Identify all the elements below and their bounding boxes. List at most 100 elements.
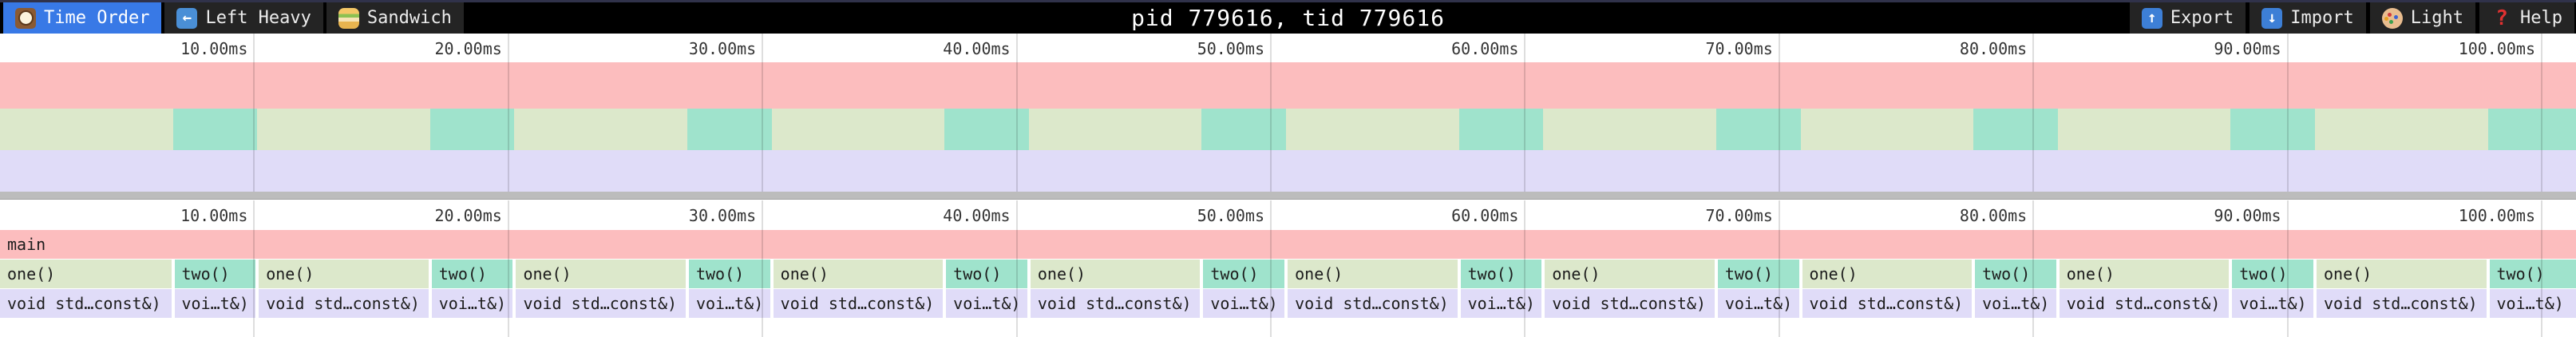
- help-button[interactable]: Help: [2479, 2, 2574, 34]
- minimap-frame-two[interactable]: [1973, 109, 2058, 150]
- ruler-tick-label: 50.00ms: [1197, 39, 1264, 58]
- frame-two[interactable]: two(): [1717, 260, 1799, 288]
- minimap-frame-two[interactable]: [944, 109, 1029, 150]
- tab-label: Left Heavy: [205, 8, 311, 28]
- sandwich-icon: [338, 7, 359, 29]
- frame-one-detail[interactable]: void std…const&): [1545, 289, 1715, 318]
- frame-one-detail[interactable]: void std…const&): [1030, 289, 1201, 318]
- frame-two-detail[interactable]: voi…t&): [431, 289, 513, 318]
- minimap-time-ruler: 10.00ms 20.00ms 30.00ms 40.00ms 50.00ms 60.00…: [0, 34, 2576, 62]
- minimap-row-details[interactable]: [0, 150, 2576, 192]
- ruler-tick-label: 70.00ms: [1705, 206, 1773, 225]
- ruler-tick-label: 50.00ms: [1197, 206, 1264, 225]
- flamegraph-panel[interactable]: 10.00ms 20.00ms 30.00ms 40.00ms 50.00ms 60.00…: [0, 200, 2576, 337]
- light-button[interactable]: Light: [2369, 2, 2476, 34]
- button-label: Light: [2410, 8, 2464, 28]
- frame-two[interactable]: two(): [1460, 260, 1542, 288]
- frame-one[interactable]: one(): [516, 260, 686, 288]
- frame-two[interactable]: two(): [431, 260, 513, 288]
- frame-two[interactable]: two(): [688, 260, 770, 288]
- frame-one[interactable]: one(): [1802, 260, 1973, 288]
- frame-two-detail[interactable]: voi…t&): [946, 289, 1027, 318]
- frame-one-detail[interactable]: void std…const&): [0, 289, 172, 318]
- frame-two[interactable]: two(): [1975, 260, 2056, 288]
- frame-two-detail[interactable]: voi…t&): [1203, 289, 1285, 318]
- frame-one[interactable]: one(): [1545, 260, 1715, 288]
- question-icon: [2491, 8, 2512, 29]
- frame-one[interactable]: one(): [773, 260, 944, 288]
- frame-one-detail[interactable]: void std…const&): [1288, 289, 1458, 318]
- minimap-frame-two[interactable]: [2487, 109, 2576, 150]
- minimap-frame-two[interactable]: [2230, 109, 2315, 150]
- frame-two[interactable]: two(): [1203, 260, 1285, 288]
- flamegraph-depth1-row: one() two() one() two() one() two() one() two()…: [0, 260, 2576, 288]
- frame-one-detail[interactable]: void std…const&): [773, 289, 944, 318]
- ruler-tick-label: 100.00ms: [2458, 206, 2536, 225]
- export-button[interactable]: Export: [2129, 2, 2246, 34]
- frame-two-detail[interactable]: voi…t&): [1975, 289, 2056, 318]
- ruler-tick-label: 10.00ms: [180, 206, 248, 225]
- frame-two-detail[interactable]: voi…t&): [2232, 289, 2313, 318]
- ruler-tick-label: 60.00ms: [1451, 206, 1519, 225]
- tab-left-heavy[interactable]: Left Heavy: [164, 2, 323, 34]
- frame-one[interactable]: one(): [1288, 260, 1458, 288]
- ruler-tick-label: 60.00ms: [1451, 39, 1519, 58]
- flamegraph-time-ruler: 10.00ms 20.00ms 30.00ms 40.00ms 50.00ms 60.00…: [0, 200, 2576, 229]
- frame-two-detail[interactable]: voi…t&): [1460, 289, 1542, 318]
- ruler-tick-label: 40.00ms: [943, 206, 1011, 225]
- frame-two[interactable]: two(): [174, 260, 256, 288]
- ruler-tick-label: 90.00ms: [2214, 206, 2281, 225]
- minimap-frame-two[interactable]: [429, 109, 515, 150]
- minimap-row-one-two[interactable]: [0, 109, 2576, 150]
- frame-two[interactable]: two(): [946, 260, 1027, 288]
- import-arrow-icon: [2261, 7, 2283, 29]
- ruler-tick-label: 80.00ms: [1959, 206, 2028, 225]
- minimap-panel[interactable]: 10.00ms 20.00ms 30.00ms 40.00ms 50.00ms 60.00…: [0, 34, 2576, 192]
- frame-one-detail[interactable]: void std…const&): [2317, 289, 2487, 318]
- minimap-frame-main[interactable]: [0, 62, 2576, 109]
- frame-main[interactable]: main: [0, 230, 2576, 259]
- frame-two[interactable]: two(): [2489, 260, 2576, 288]
- frame-two[interactable]: two(): [2232, 260, 2313, 288]
- minimap-frame-two[interactable]: [1458, 109, 1544, 150]
- view-tabs: Time Order Left Heavy Sandwich: [3, 2, 464, 34]
- ruler-tick-label: 20.00ms: [434, 39, 502, 58]
- tab-label: Sandwich: [366, 8, 452, 28]
- frame-two-detail[interactable]: voi…t&): [174, 289, 256, 318]
- import-button[interactable]: Import: [2250, 2, 2366, 34]
- toolbar: Time Order Left Heavy Sandwich pid 779616,…: [0, 0, 2576, 34]
- frame-one-detail[interactable]: void std…const&): [1802, 289, 1973, 318]
- frame-one[interactable]: one(): [2059, 260, 2230, 288]
- frame-one-detail[interactable]: void std…const&): [2059, 289, 2230, 318]
- ruler-tick-label: 10.00ms: [180, 39, 248, 58]
- minimap-frame-two[interactable]: [172, 109, 258, 150]
- frame-two-detail[interactable]: voi…t&): [688, 289, 770, 318]
- frame-one-detail[interactable]: void std…const&): [516, 289, 686, 318]
- frame-one[interactable]: one(): [1030, 260, 1201, 288]
- tab-label: Time Order: [44, 8, 150, 28]
- palette-icon: [2381, 7, 2403, 29]
- ruler-tick-label: 40.00ms: [943, 39, 1011, 58]
- frame-one[interactable]: one(): [0, 260, 172, 288]
- profile-title: pid 779616, tid 779616: [1131, 5, 1445, 31]
- frame-one[interactable]: one(): [2317, 260, 2487, 288]
- toolbar-buttons: Export Import Light Help: [2129, 2, 2574, 34]
- minimap-frame-two[interactable]: [1715, 109, 1801, 150]
- minimap-frame-two[interactable]: [687, 109, 772, 150]
- ruler-tick-label: 80.00ms: [1959, 39, 2028, 58]
- frame-one-detail[interactable]: void std…const&): [259, 289, 429, 318]
- ruler-tick-label: 20.00ms: [434, 206, 502, 225]
- panel-resize-handle[interactable]: [0, 192, 2576, 200]
- ruler-tick-label: 70.00ms: [1705, 39, 1773, 58]
- ruler-tick-label: 30.00ms: [688, 39, 757, 58]
- frame-two-detail[interactable]: voi…t&): [2489, 289, 2576, 318]
- minimap-frame-two[interactable]: [1201, 109, 1287, 150]
- frame-one[interactable]: one(): [259, 260, 429, 288]
- ruler-tick-label: 90.00ms: [2214, 39, 2281, 58]
- button-label: Export: [2170, 8, 2234, 28]
- export-arrow-icon: [2141, 7, 2162, 29]
- tab-sandwich[interactable]: Sandwich: [326, 2, 464, 34]
- frame-two-detail[interactable]: voi…t&): [1717, 289, 1799, 318]
- ruler-tick-label: 30.00ms: [688, 206, 757, 225]
- tab-time-order[interactable]: Time Order: [3, 2, 162, 34]
